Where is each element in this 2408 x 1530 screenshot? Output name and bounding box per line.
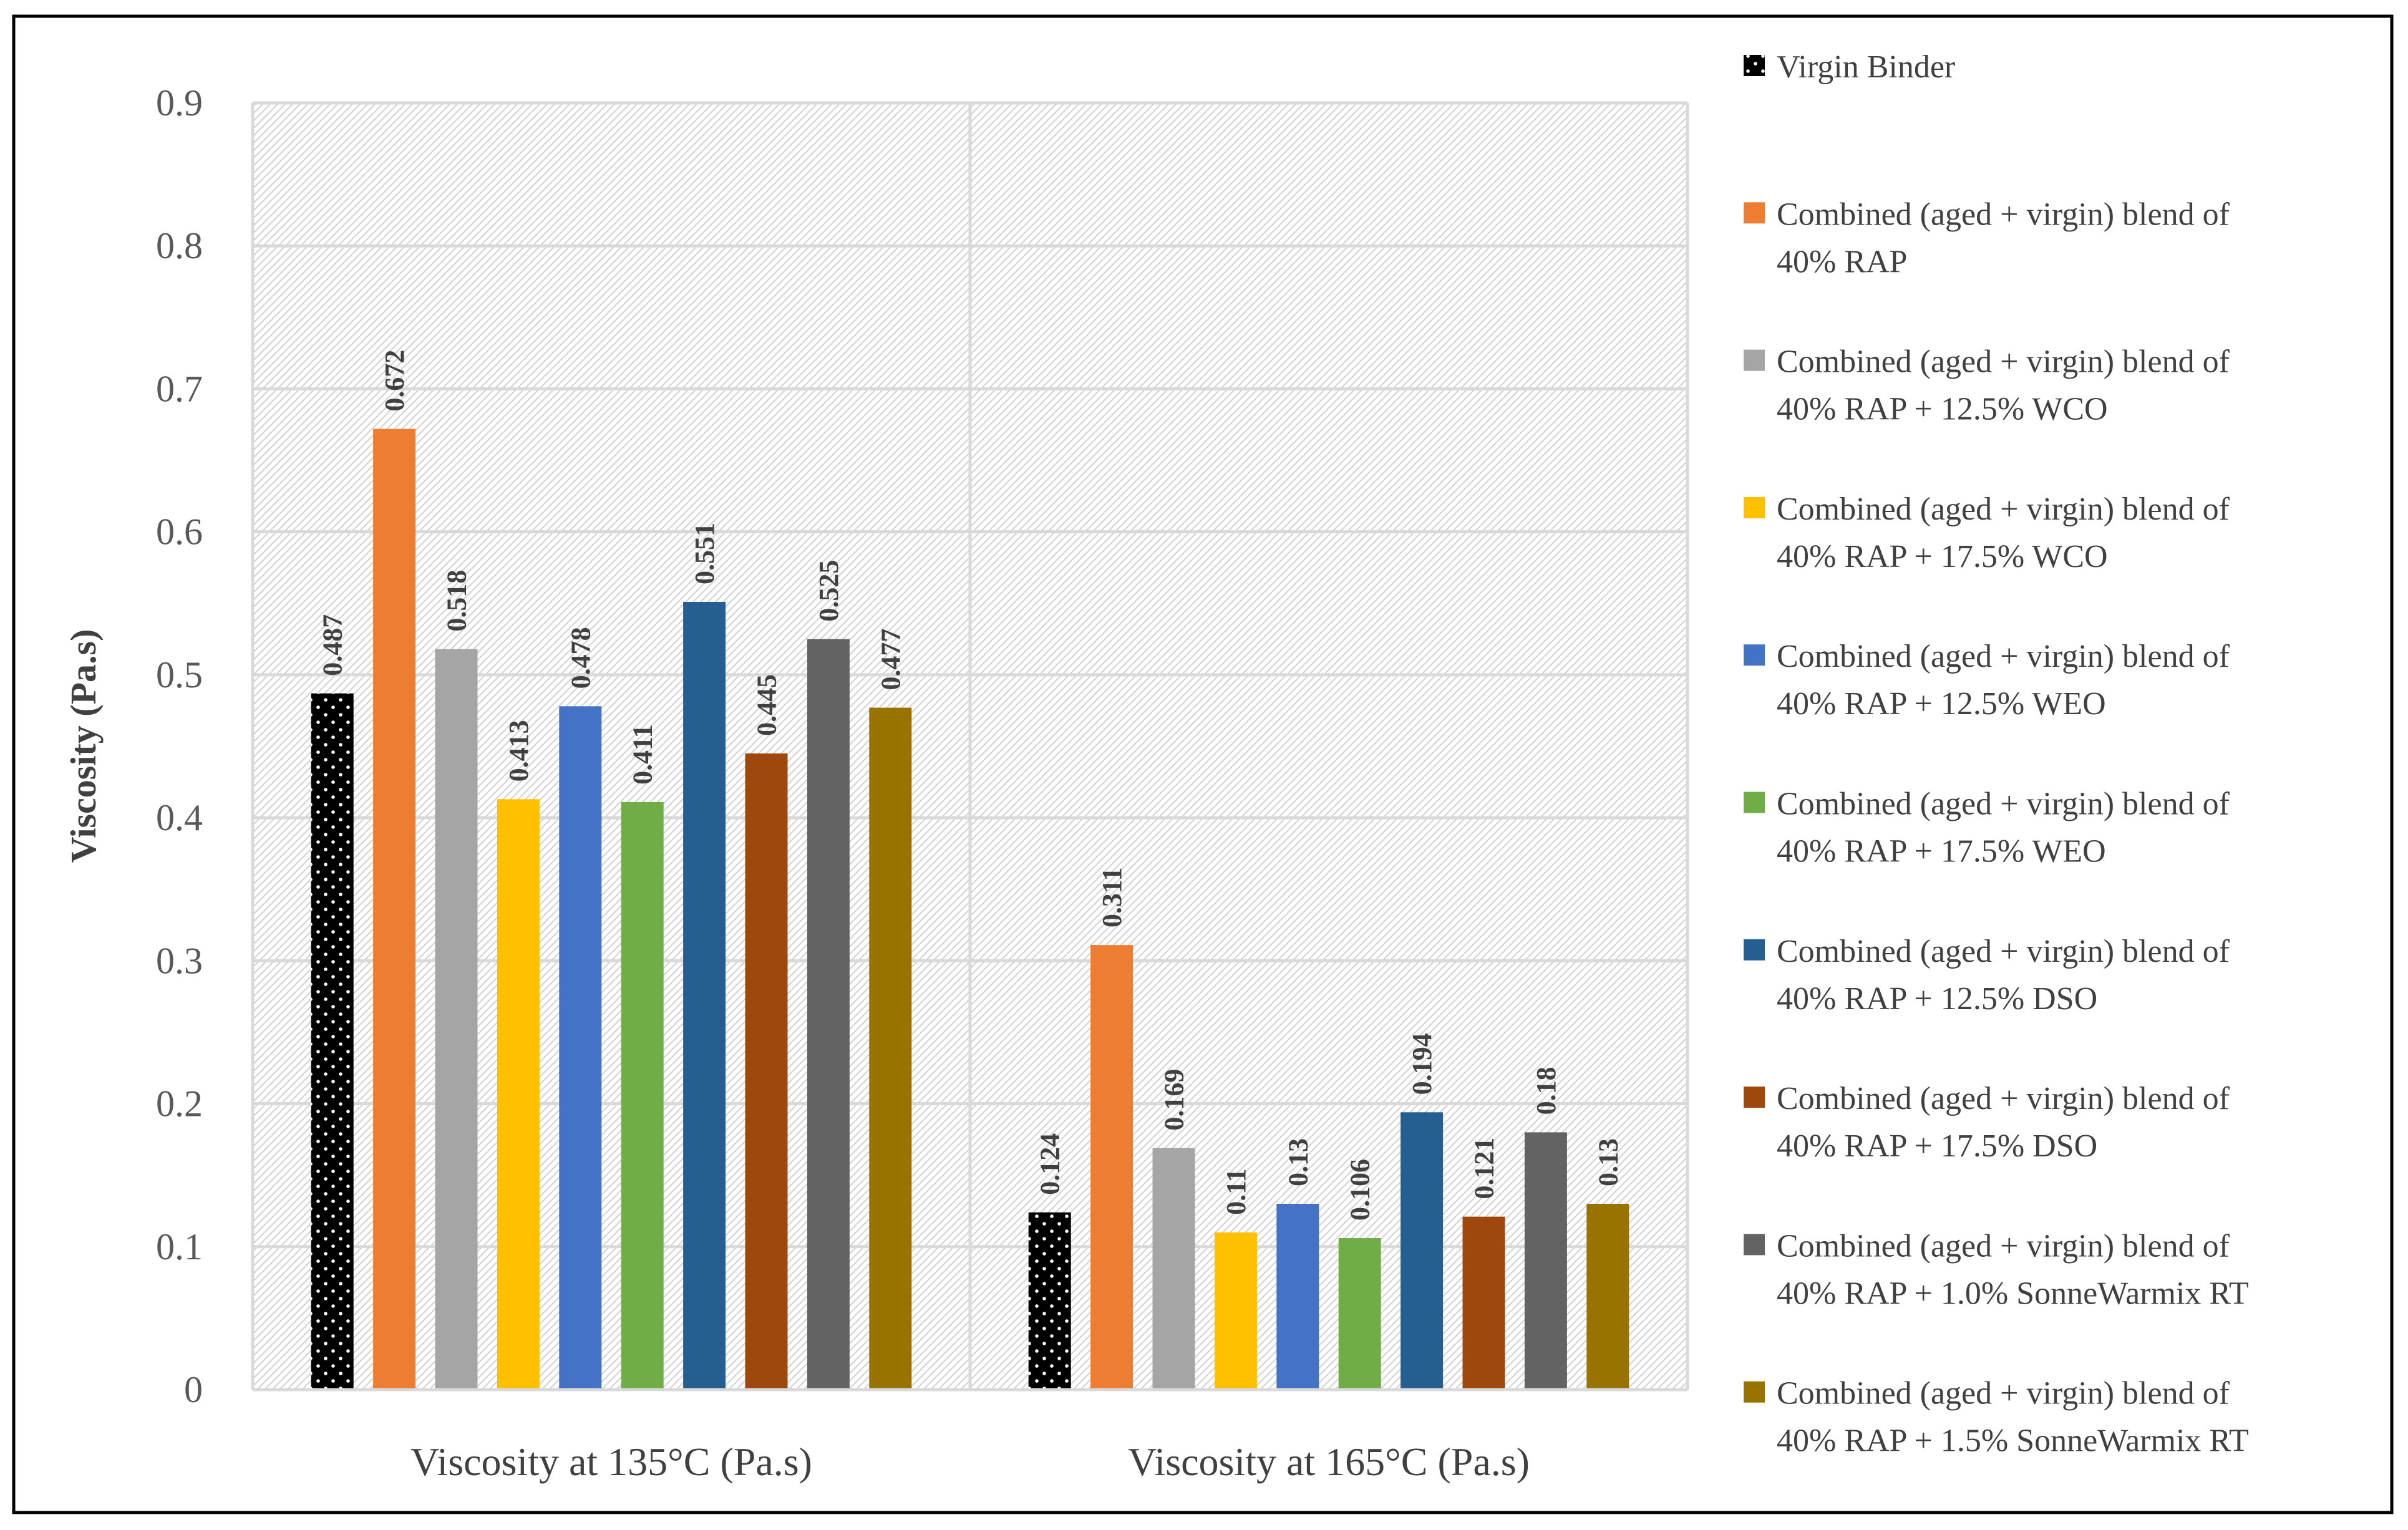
legend-marker xyxy=(1744,55,1765,76)
bar xyxy=(683,601,726,1390)
data-label: 0.13 xyxy=(1283,1138,1313,1186)
bar xyxy=(373,428,416,1390)
legend-marker xyxy=(1744,1087,1765,1108)
data-label: 0.169 xyxy=(1159,1069,1190,1131)
legend-marker xyxy=(1744,496,1765,518)
legend-label: Combined (aged + virgin) blend of xyxy=(1777,491,2230,527)
data-label: 0.487 xyxy=(318,614,348,676)
legend-marker xyxy=(1744,202,1765,224)
legend-label: Combined (aged + virgin) blend of xyxy=(1777,639,2230,674)
bar xyxy=(1028,1212,1071,1390)
y-tick-label: 0.3 xyxy=(156,940,203,981)
legend-marker xyxy=(1744,1381,1765,1403)
legend-label: 40% RAP + 12.5% WEO xyxy=(1777,686,2106,722)
bar xyxy=(1090,945,1134,1390)
legend-label: 40% RAP + 17.5% DSO xyxy=(1777,1128,2097,1164)
data-label: 0.121 xyxy=(1469,1138,1500,1199)
data-label: 0.311 xyxy=(1097,868,1127,928)
data-label: 0.551 xyxy=(689,523,720,584)
bars xyxy=(311,428,1629,1390)
y-tick-label: 0.1 xyxy=(156,1226,203,1267)
x-category-label: Viscosity at 135°C (Pa.s) xyxy=(410,1440,812,1484)
y-tick-label: 0.4 xyxy=(156,797,203,838)
legend-label: Virgin Binder xyxy=(1777,49,1955,85)
legend-label: 40% RAP xyxy=(1777,244,1907,279)
legend-label: Combined (aged + virgin) blend of xyxy=(1777,196,2230,232)
legend-marker xyxy=(1744,349,1765,371)
bar xyxy=(1524,1132,1567,1390)
axes: 0 0.1 0.2 0.3 0.4 0.5 0.6 0.7 0.8 0.9 Viscosity at… xyxy=(63,82,1687,1484)
y-tick-label: 0.9 xyxy=(156,82,203,123)
y-tick-label: 0.5 xyxy=(156,654,203,695)
data-label: 0.18 xyxy=(1531,1067,1561,1115)
y-axis-title: Viscosity (Pa.s) xyxy=(63,629,104,863)
y-tick-label: 0 xyxy=(184,1369,203,1410)
legend-label: Combined (aged + virgin) blend of xyxy=(1777,787,2230,822)
legend-label: 40% RAP + 17.5% WCO xyxy=(1777,539,2108,574)
bar xyxy=(621,801,664,1390)
legend-label: 40% RAP + 17.5% WEO xyxy=(1777,834,2106,869)
legend-label: 40% RAP + 1.0% SonneWarmix RT xyxy=(1777,1276,2249,1311)
legend-marker xyxy=(1744,644,1765,666)
y-tick-label: 0.7 xyxy=(156,368,203,409)
bar xyxy=(559,706,602,1390)
legend: Virgin Binder Combined (aged + virgin) bl… xyxy=(1744,49,2249,1459)
bar xyxy=(869,707,912,1390)
data-label: 0.11 xyxy=(1221,1168,1251,1215)
data-label: 0.13 xyxy=(1593,1138,1623,1186)
legend-label: Combined (aged + virgin) blend of xyxy=(1777,1228,2230,1264)
bar xyxy=(807,639,850,1390)
bar xyxy=(1586,1204,1629,1390)
legend-label: Combined (aged + virgin) blend of xyxy=(1777,344,2230,380)
gridlines xyxy=(251,101,1689,1392)
x-category-label: Viscosity at 165°C (Pa.s) xyxy=(1128,1440,1530,1484)
data-label: 0.672 xyxy=(379,350,410,412)
data-label: 0.477 xyxy=(875,629,906,690)
bar xyxy=(311,693,354,1390)
data-label: 0.124 xyxy=(1035,1133,1066,1195)
y-tick-label: 0.6 xyxy=(156,511,203,553)
bar xyxy=(1462,1216,1505,1390)
bar xyxy=(1152,1148,1195,1390)
bar xyxy=(745,753,788,1390)
bar xyxy=(435,649,478,1390)
legend-label: 40% RAP + 12.5% DSO xyxy=(1777,981,2097,1017)
data-label: 0.194 xyxy=(1407,1033,1437,1095)
data-label: 0.518 xyxy=(442,570,472,632)
legend-marker xyxy=(1744,1234,1765,1256)
legend-label: 40% RAP + 12.5% WCO xyxy=(1777,392,2108,427)
legend-marker xyxy=(1744,792,1765,813)
legend-label: 40% RAP + 1.5% SonneWarmix RT xyxy=(1777,1423,2249,1459)
data-label: 0.106 xyxy=(1345,1159,1376,1221)
legend-label: Combined (aged + virgin) blend of xyxy=(1777,1376,2230,1411)
legend-label: Combined (aged + virgin) blend of xyxy=(1777,1081,2230,1116)
legend-marker xyxy=(1744,939,1765,961)
data-label: 0.478 xyxy=(565,627,596,689)
bar xyxy=(1401,1112,1444,1390)
data-label: 0.411 xyxy=(628,724,658,785)
data-labels: 0.487 0.672 0.518 0.413 0.478 0.411 0.551 0.445… xyxy=(318,350,1624,1221)
bar xyxy=(1214,1232,1257,1390)
y-tick-label: 0.2 xyxy=(156,1083,203,1125)
bar xyxy=(1338,1238,1381,1390)
bar xyxy=(1276,1204,1319,1390)
data-label: 0.413 xyxy=(503,720,534,782)
data-label: 0.525 xyxy=(813,560,844,622)
y-tick-label: 0.8 xyxy=(156,225,203,266)
bar xyxy=(497,799,540,1390)
legend-label: Combined (aged + virgin) blend of xyxy=(1777,934,2230,969)
data-label: 0.445 xyxy=(752,674,782,736)
